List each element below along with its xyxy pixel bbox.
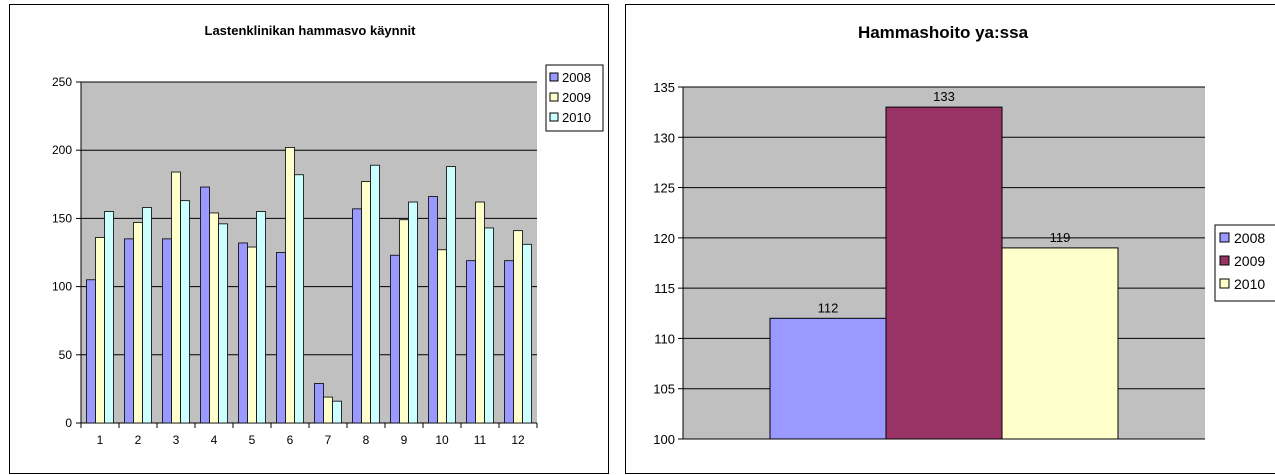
y-tick-label: 130 [653, 130, 675, 145]
bar-2009-m9 [399, 219, 409, 424]
legend-swatch-2009 [1219, 255, 1230, 266]
bar-2009-m10 [437, 249, 447, 424]
legend-swatch-2008 [549, 72, 559, 82]
x-tick-label: 2 [135, 433, 142, 447]
legend-label-2010: 2010 [1234, 276, 1265, 292]
y-tick-label: 125 [653, 181, 675, 196]
bar-2010-m9 [408, 201, 418, 424]
bar-2010-m7 [332, 400, 342, 424]
bar-2008-m7 [314, 383, 324, 424]
x-tick-label: 6 [287, 433, 294, 447]
bar-2010-m4 [218, 223, 228, 424]
legend-swatch-2009 [549, 92, 559, 102]
bar-2008-m3 [162, 238, 172, 424]
bar-2010-m2 [142, 207, 152, 424]
bar-2010-m8 [370, 164, 380, 424]
y-tick-label: 0 [65, 416, 72, 430]
bar-2008-m11 [466, 260, 476, 424]
bar-2008 [769, 317, 887, 440]
y-tick-label: 135 [653, 80, 675, 95]
legend-label-2009: 2009 [1234, 253, 1265, 269]
y-tick-label: 110 [654, 331, 675, 346]
legend-swatch-2010 [549, 112, 559, 122]
monthly-visits-chart-svg: Lastenklinikan hammasvo käynnit 05010015… [52, 23, 604, 447]
bar-2010 [1001, 247, 1119, 440]
data-label-2010: 119 [1050, 230, 1071, 245]
legend-label-2008: 2008 [562, 70, 591, 85]
bar-2010-m5 [256, 211, 266, 424]
data-label-2009: 133 [933, 89, 955, 104]
y-tick-label: 100 [52, 280, 72, 294]
y-tick-label: 150 [52, 211, 72, 225]
bar-2009 [885, 106, 1003, 440]
legend: 2008 2009 2010 [1214, 224, 1275, 302]
x-tick-label: 1 [97, 433, 104, 447]
x-tick-label: 11 [474, 433, 487, 447]
x-tick-label: 5 [249, 433, 256, 447]
chart-title: Lastenklinikan hammasvo käynnit [205, 23, 417, 38]
bar-2009-m2 [133, 222, 143, 424]
yearly-care-chart: Hammashoito ya:ssa 100 105 110 115 120 125 130… [625, 4, 1275, 474]
bar-2008-m4 [200, 186, 210, 424]
bar-2008-m8 [352, 208, 362, 424]
legend-label-2009: 2009 [562, 90, 591, 105]
x-tick-label: 7 [325, 433, 332, 447]
x-tick-label: 3 [173, 433, 180, 447]
y-tick-label: 100 [653, 432, 675, 447]
bar-2008-m9 [390, 254, 400, 424]
monthly-visits-chart: Lastenklinikan hammasvo käynnit 0 50 100 15… [9, 4, 609, 474]
bar-2009-m4 [209, 212, 219, 424]
bar-2009-m11 [475, 201, 485, 424]
y-tick-label: 50 [59, 348, 73, 362]
chart-title: Hammashoito ya:ssa [858, 23, 1029, 42]
bar-2009-m12 [513, 230, 523, 424]
data-label-2008: 112 [818, 300, 839, 315]
bar-2010-m10 [446, 166, 456, 424]
bar-2008-m2 [124, 238, 134, 424]
legend-swatch-2008 [1219, 232, 1230, 243]
bar-2008-m5 [238, 242, 248, 424]
bar-2009-m6 [285, 147, 295, 424]
legend-swatch-2010 [1219, 278, 1230, 289]
y-tick-label: 200 [52, 143, 72, 157]
legend-label-2010: 2010 [562, 110, 591, 125]
bar-2009-m3 [171, 171, 181, 424]
x-tick-label: 12 [511, 433, 525, 447]
legend: 2008 2009 2010 [545, 64, 604, 132]
x-tick-label: 9 [401, 433, 408, 447]
bar-2009-m7 [323, 396, 333, 424]
bar-2009-m1 [95, 237, 105, 424]
y-tick-label: 105 [653, 382, 675, 397]
bar-2009-m5 [247, 246, 257, 424]
legend-label-2008: 2008 [1234, 230, 1265, 246]
bar-2010-m6 [294, 174, 304, 424]
bar-2010-m1 [104, 211, 114, 424]
bar-2008-m6 [276, 252, 286, 424]
bar-2010-m3 [180, 200, 190, 424]
bar-2008-m10 [428, 196, 438, 424]
x-tick-label: 4 [211, 433, 218, 447]
bar-2009-m8 [361, 181, 371, 424]
bar-2010-m12 [522, 243, 532, 424]
y-tick-label: 250 [52, 75, 72, 89]
bar-2008-m1 [86, 279, 96, 424]
bar-2010-m11 [484, 227, 494, 424]
x-tick-label: 8 [363, 433, 370, 447]
x-tick-label: 10 [435, 433, 449, 447]
y-tick-label: 120 [653, 231, 675, 246]
bar-2008-m12 [504, 260, 514, 424]
y-tick-label: 115 [654, 281, 675, 296]
yearly-care-chart-svg: Hammashoito ya:ssa 100 105 110 115 120 125 130… [653, 23, 1275, 447]
plot-area [81, 82, 537, 423]
